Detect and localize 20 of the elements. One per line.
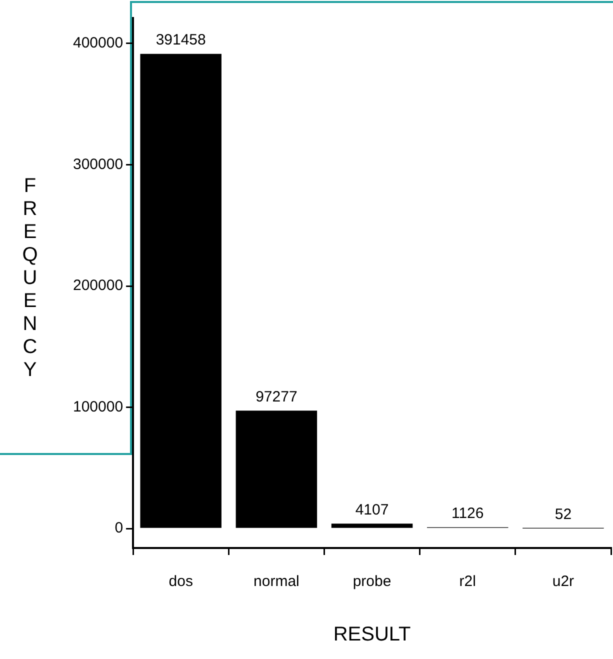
x-tick-label: r2l bbox=[459, 573, 476, 590]
data-label: 4107 bbox=[355, 501, 389, 518]
y-tick-label: 200000 bbox=[72, 277, 124, 294]
data-label: 391458 bbox=[156, 31, 206, 48]
data-label: 52 bbox=[554, 506, 572, 524]
y-tick-label: 400000 bbox=[72, 34, 124, 52]
x-axis-title: RESULT bbox=[333, 624, 411, 646]
y-tick-label: 0 bbox=[114, 520, 124, 537]
y-tick-label: 300000 bbox=[72, 156, 124, 173]
data-label: 97277 bbox=[256, 388, 298, 406]
x-tick-label: u2r bbox=[552, 573, 574, 590]
y-tick-label: 100000 bbox=[72, 398, 124, 416]
x-tick-label: probe bbox=[352, 573, 392, 590]
x-tick-label: normal bbox=[254, 573, 300, 590]
bar bbox=[236, 410, 318, 528]
bar bbox=[331, 524, 413, 528]
bar bbox=[140, 54, 222, 528]
y-axis-title: FREQUENCY bbox=[19, 175, 41, 382]
data-label: 1126 bbox=[451, 504, 484, 522]
x-tick-label: dos bbox=[168, 573, 193, 590]
